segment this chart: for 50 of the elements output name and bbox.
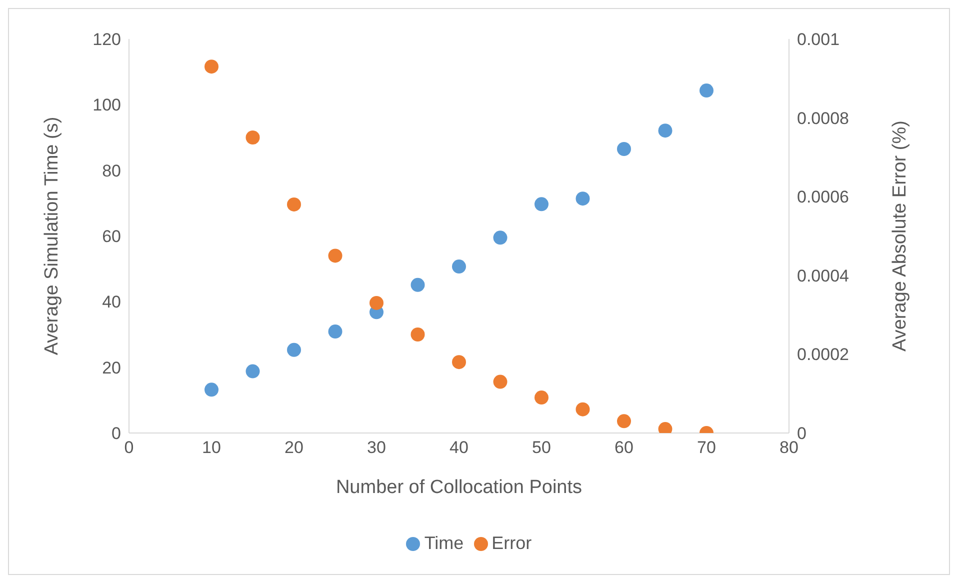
- x-tick-label: 10: [202, 438, 221, 458]
- y2-tick-label: 0.0002: [797, 345, 849, 364]
- point: [328, 324, 342, 339]
- point: [534, 390, 548, 405]
- legend-label: Error: [492, 533, 532, 553]
- point: [576, 192, 590, 206]
- x-axis-title: Number of Collocation Points: [336, 477, 582, 498]
- point: [493, 230, 508, 245]
- y-tick-label: 0: [112, 424, 121, 444]
- x-tick-label: 50: [532, 438, 551, 458]
- y2-axis-title: Average Absolute Error (%): [890, 120, 911, 352]
- x-tick-label: 70: [697, 438, 716, 458]
- point: [204, 382, 218, 397]
- y-tick-label: 100: [92, 96, 121, 115]
- y-tick-label: 60: [102, 227, 121, 246]
- point: [617, 414, 631, 428]
- x-tick-label: 60: [614, 438, 634, 458]
- x-tick-label: 20: [284, 438, 304, 458]
- x-tick-label: 30: [367, 438, 386, 458]
- y-tick-label: 120: [92, 30, 121, 50]
- y-axis-title: Average Simulation Time (s): [42, 116, 63, 356]
- x-tick-label: 40: [450, 438, 468, 458]
- y-tick-label: 80: [102, 161, 121, 180]
- point: [328, 248, 342, 263]
- y2-tick-label: 0: [797, 424, 806, 444]
- point: [370, 296, 384, 310]
- point: [617, 142, 631, 156]
- y2-tick-label: 0.0004: [797, 266, 849, 286]
- x-tick-label: 0: [124, 438, 134, 458]
- point: [287, 342, 301, 357]
- point: [246, 130, 260, 144]
- point: [410, 328, 425, 342]
- y2-tick-label: 0.0006: [797, 188, 849, 207]
- y2-tick-label: 0.001: [797, 30, 840, 50]
- point: [576, 402, 590, 416]
- y-tick-label: 40: [102, 292, 121, 312]
- point: [204, 60, 218, 74]
- point: [410, 278, 425, 292]
- legend-label: Time: [424, 533, 464, 553]
- x-tick-label: 80: [780, 438, 798, 458]
- y-tick-label: 20: [102, 358, 121, 378]
- point: [452, 355, 466, 370]
- point: [452, 260, 466, 274]
- point: [534, 197, 548, 212]
- point: [493, 374, 508, 389]
- point: [700, 84, 714, 98]
- point: [658, 124, 672, 138]
- y2-tick-label: 0.0008: [797, 108, 849, 128]
- point: [246, 364, 260, 378]
- point: [287, 197, 301, 212]
